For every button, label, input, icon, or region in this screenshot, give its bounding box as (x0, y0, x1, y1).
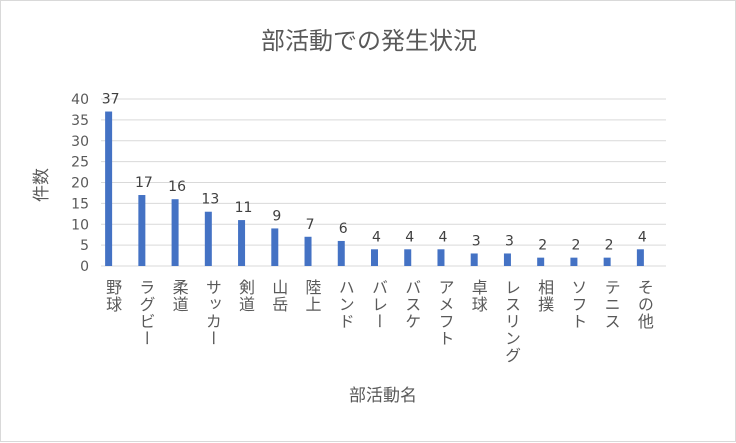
category-label: 野球 (103, 279, 122, 313)
data-label: 2 (605, 238, 614, 254)
category-label: ハンド (336, 279, 355, 330)
data-label: 7 (306, 217, 315, 233)
data-label: 3 (505, 233, 514, 249)
category-label: テニス (602, 279, 621, 330)
data-label: 17 (135, 175, 153, 191)
bar (204, 211, 212, 266)
category-label: ラグビー (136, 279, 155, 347)
bar (404, 249, 412, 266)
bars (105, 111, 644, 267)
bar (537, 257, 545, 266)
category-label: その他 (635, 279, 654, 330)
data-label: 2 (538, 238, 547, 254)
data-label: 4 (405, 229, 414, 245)
data-label: 13 (201, 192, 219, 208)
bar (470, 253, 478, 266)
bar (271, 228, 279, 266)
y-tick-label: 5 (80, 238, 89, 254)
bar (304, 236, 312, 266)
bar (503, 253, 511, 266)
category-label: 柔道 (170, 279, 189, 313)
category-labels: 野球 ラグビー 柔道 サッカー 剣道 山岳 陸上 ハンド バレー バスケ アメフト 卓球 レスリング 相撲… (103, 279, 654, 364)
category-label: アメフト (435, 279, 454, 347)
data-labels: 37 17 16 13 11 9 7 6 4 4 4 3 3 2 2 2 4 (102, 92, 647, 254)
bar (105, 111, 113, 267)
data-label: 37 (102, 92, 120, 108)
y-tick-label: 30 (71, 134, 89, 150)
data-label: 16 (168, 179, 186, 195)
data-label: 9 (272, 208, 281, 224)
bar (636, 249, 644, 266)
data-label: 4 (372, 229, 381, 245)
bar (238, 220, 246, 266)
chart-title: 部活動での発生状況 (261, 27, 477, 55)
category-label: 山岳 (269, 279, 288, 313)
data-label: 2 (571, 238, 580, 254)
category-label: ソフト (568, 279, 587, 330)
y-axis-label: 件数 (32, 168, 52, 202)
y-tick-label: 20 (71, 176, 89, 192)
bar (603, 257, 611, 266)
category-label: 卓球 (469, 279, 488, 313)
category-label: 剣道 (236, 279, 255, 313)
data-label: 6 (339, 221, 348, 237)
category-label: サッカー (203, 279, 222, 347)
gridlines (101, 98, 666, 267)
y-tick-label: 15 (71, 196, 89, 212)
category-label: 陸上 (303, 279, 322, 313)
category-label: バレー (369, 279, 388, 330)
bar (437, 249, 445, 266)
y-tick-labels: 0 5 10 15 20 25 30 35 40 (71, 92, 89, 275)
data-label: 3 (472, 233, 481, 249)
x-axis-label: 部活動名 (349, 386, 417, 406)
data-label: 4 (439, 229, 448, 245)
bar (337, 240, 345, 266)
y-tick-label: 40 (71, 92, 89, 108)
data-label: 11 (235, 200, 253, 216)
bar (171, 199, 179, 266)
bar (138, 195, 146, 266)
category-label: レスリング (502, 279, 521, 364)
data-label: 4 (638, 229, 647, 245)
y-tick-label: 35 (71, 113, 89, 129)
y-tick-label: 25 (71, 155, 89, 171)
y-tick-label: 0 (80, 259, 89, 275)
category-label: バスケ (402, 279, 421, 330)
bar (371, 249, 378, 266)
category-label: 相撲 (535, 279, 554, 313)
bar (570, 257, 578, 266)
y-tick-label: 10 (71, 217, 89, 233)
